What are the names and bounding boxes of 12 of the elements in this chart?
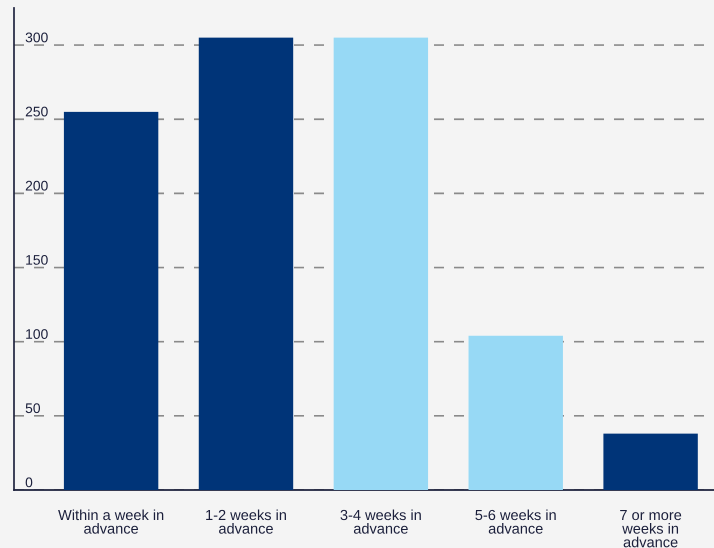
x-tick-label: Within a week in advance (58, 509, 164, 534)
x-tick-label: 3-4 weeks in advance (340, 509, 421, 534)
y-tick-label: 300 (26, 32, 48, 42)
x-tick-label: 5-6 weeks in advance (475, 509, 556, 534)
y-tick-label: 0 (26, 477, 32, 488)
y-tick-label: 200 (26, 180, 48, 191)
y-tick-label: 150 (26, 254, 48, 265)
x-tick-label: 7 or more weeks in advance (620, 510, 682, 548)
y-tick-label: 50 (26, 403, 40, 414)
y-tick-label: 250 (26, 106, 48, 116)
y-tick-label: 100 (26, 329, 48, 339)
x-tick-label: 1-2 weeks in advance (206, 509, 286, 534)
